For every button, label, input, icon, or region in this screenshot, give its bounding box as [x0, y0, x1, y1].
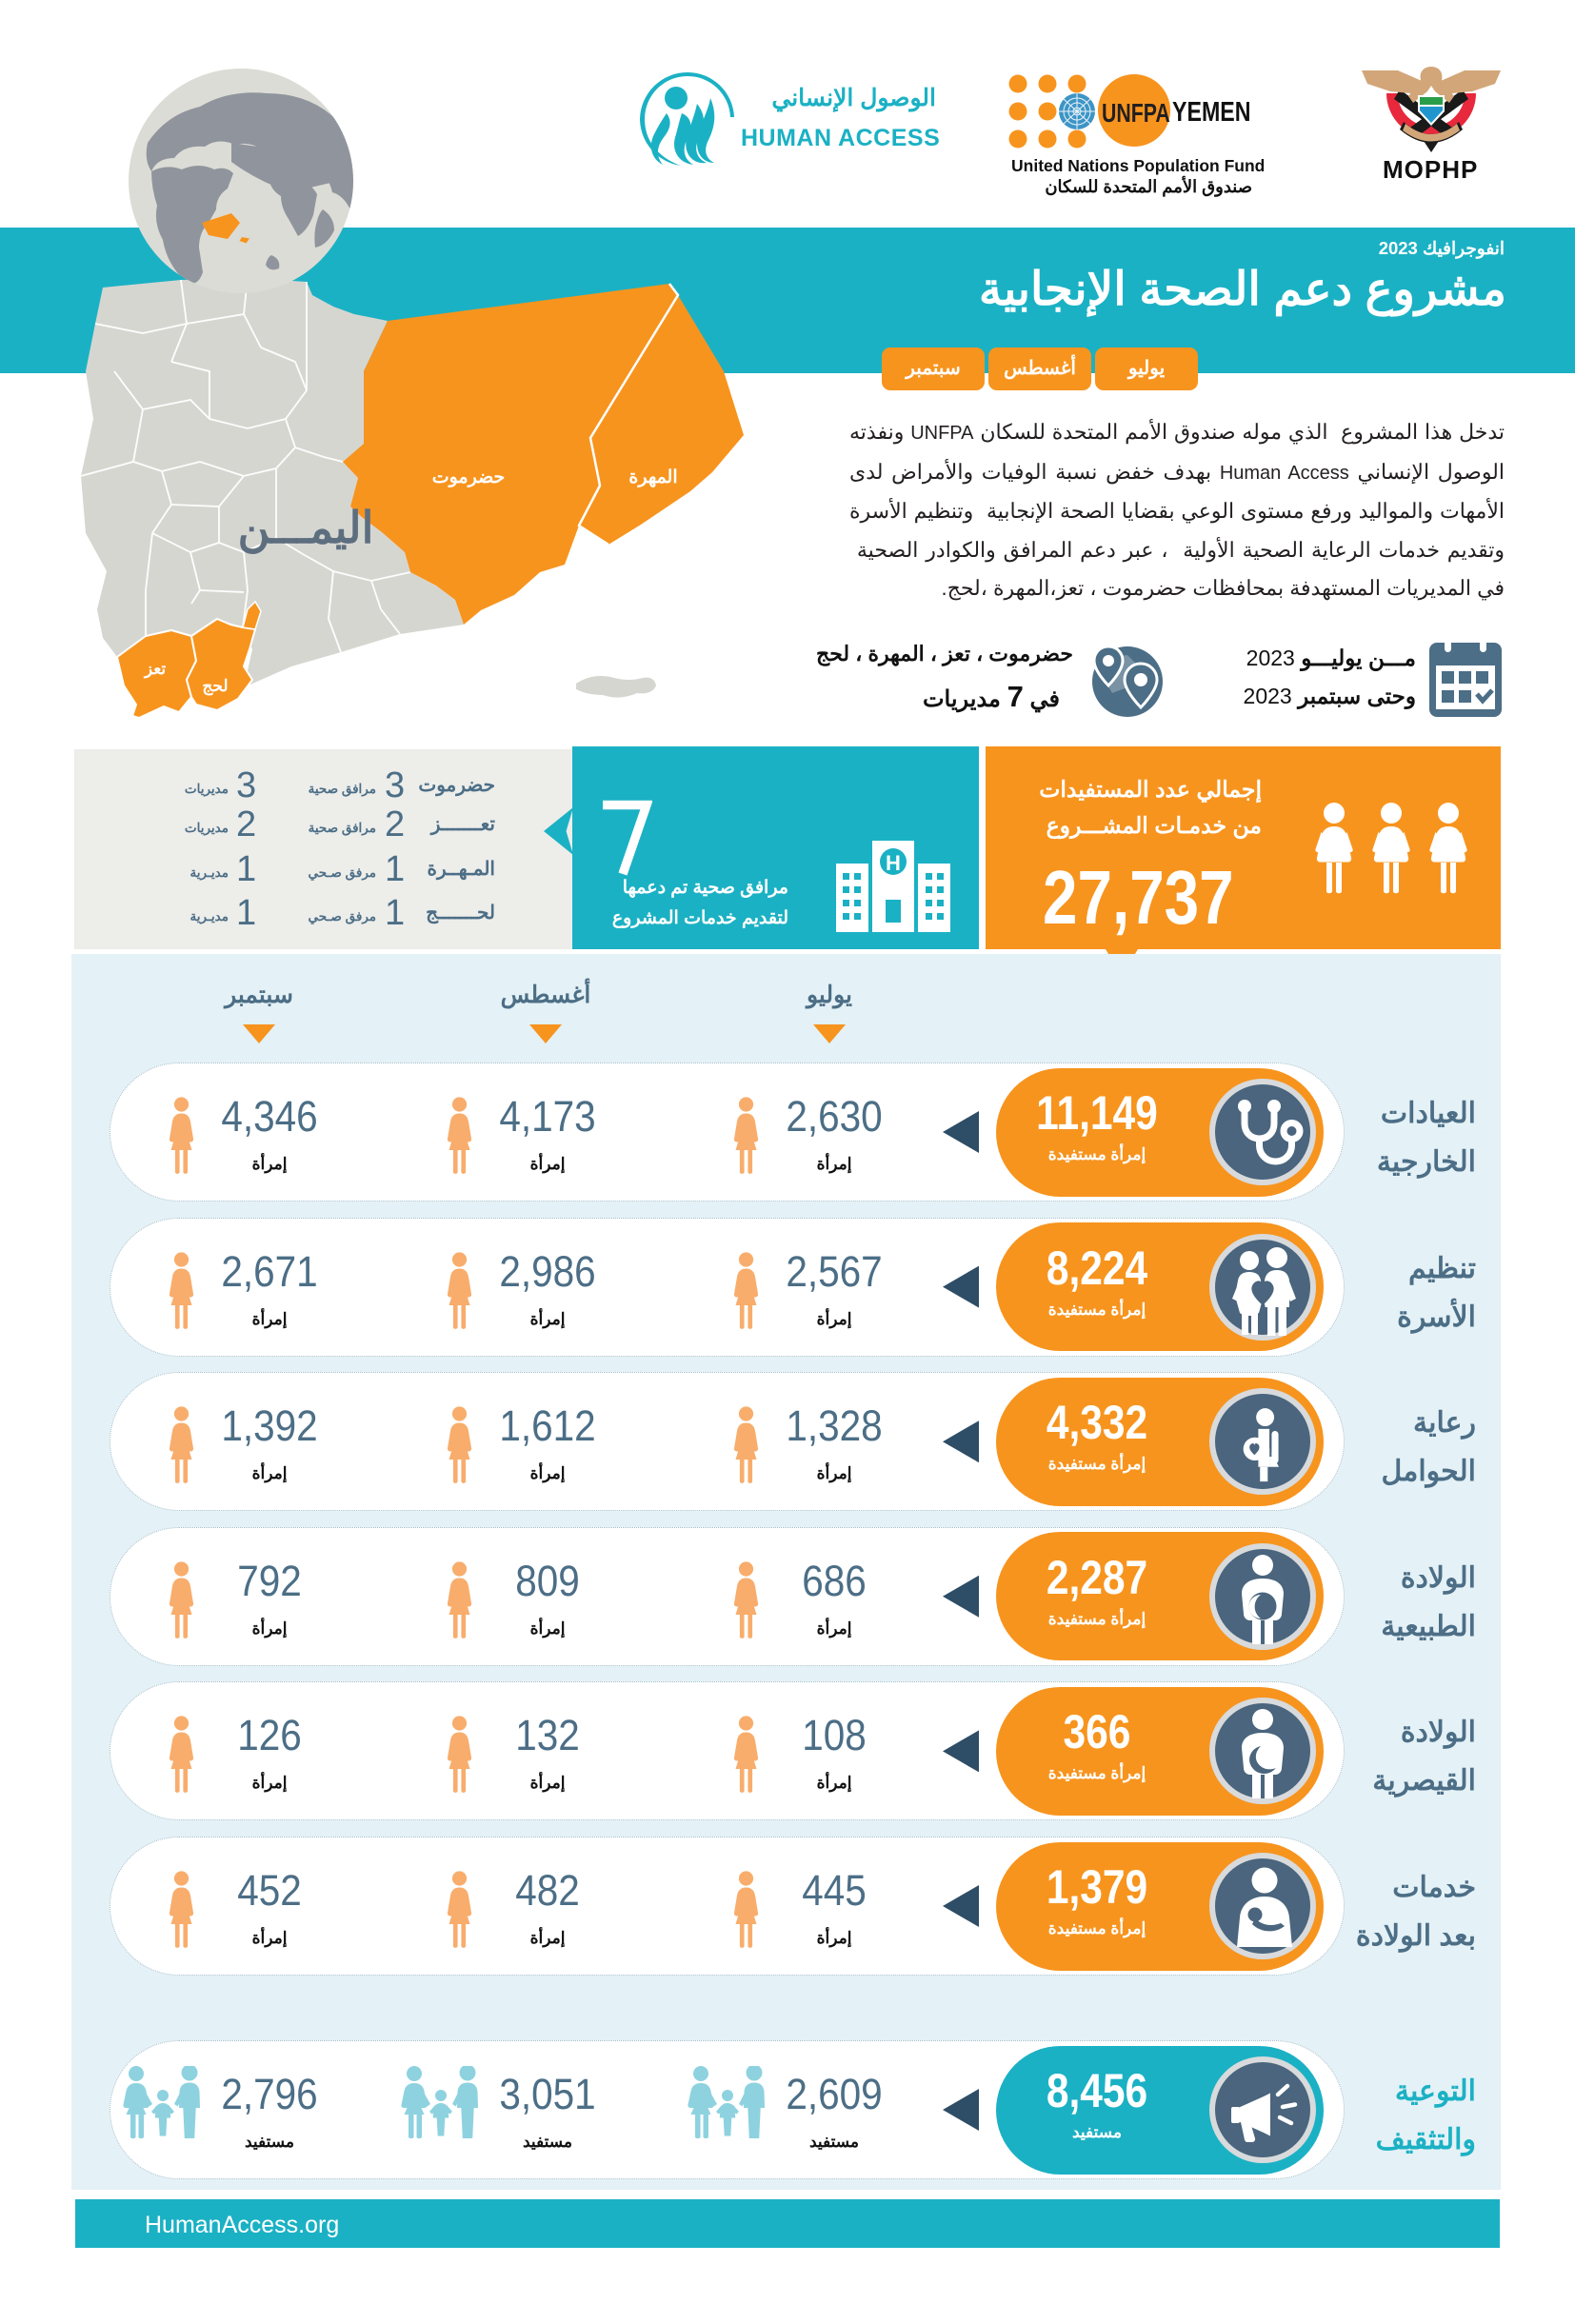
svg-text:تعز: تعز — [143, 660, 167, 679]
svg-text:المهرة: المهرة — [628, 467, 677, 487]
svg-text:H: H — [886, 851, 901, 875]
svg-text:حضرموت: حضرموت — [432, 467, 506, 487]
svg-text:لحج: لحج — [202, 677, 228, 696]
svg-text:اليمـــن: اليمـــن — [238, 503, 374, 554]
